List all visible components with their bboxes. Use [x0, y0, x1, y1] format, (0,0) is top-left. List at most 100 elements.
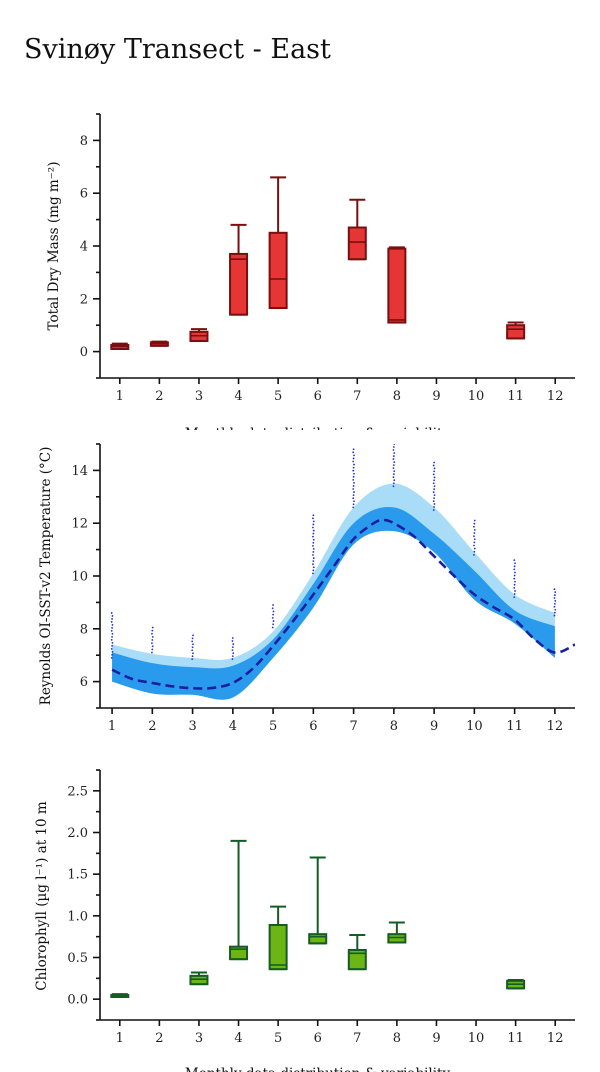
chlorophyll-chart: 1 2 3 4 5 6 7 8 9 10 11 120.00.51.01.52.02.5Chlorop…	[34, 769, 575, 1072]
observation-dot	[473, 550, 476, 553]
x-tick-label: 6	[309, 719, 317, 734]
box	[308, 933, 328, 945]
observation-dot	[353, 463, 355, 466]
observation-dot	[110, 612, 113, 614]
observation-dot	[192, 652, 194, 655]
observation-dot	[432, 491, 435, 494]
x-axis-label: Monthly data distribution & variability	[185, 1066, 451, 1072]
box-month-5	[268, 905, 288, 971]
observation-dot	[111, 653, 113, 656]
x-tick-label: 2	[148, 719, 156, 734]
observation-dot	[553, 602, 556, 605]
axes-1	[93, 443, 575, 714]
observation-dot	[231, 637, 234, 639]
x-tick-label: 12	[547, 1031, 564, 1046]
x-tick-label: 4	[229, 719, 237, 734]
axes-0	[93, 113, 575, 384]
observation-dot	[514, 562, 516, 565]
observation-dot	[433, 494, 436, 497]
observation-dot	[473, 541, 476, 544]
observation-dot	[151, 639, 154, 641]
observation-dot	[312, 538, 315, 541]
box-month-2	[149, 340, 169, 347]
observation-dot	[352, 478, 355, 481]
observation-dot	[312, 520, 315, 523]
observation-dot	[352, 485, 355, 487]
x-tick-label: 8	[390, 719, 398, 734]
x-tick-label: 11	[506, 719, 523, 734]
observation-dot	[111, 644, 113, 647]
observation-dot	[151, 651, 153, 654]
box-month-8	[387, 921, 407, 944]
box-month-4	[229, 223, 249, 316]
observation-dot	[473, 535, 475, 538]
observation-dot	[111, 650, 114, 653]
observation-dot	[110, 656, 113, 659]
observation-dot	[352, 448, 355, 451]
box-month-5	[268, 176, 288, 310]
y-tick-label: 1.5	[67, 868, 88, 883]
y-tick-label: 14	[71, 464, 88, 479]
observation-dot	[110, 638, 113, 641]
observation-dot	[513, 586, 516, 589]
observation-dot	[392, 446, 395, 448]
y-tick-label: 12	[71, 517, 88, 532]
observation-dot	[110, 630, 113, 632]
observation-dot	[312, 523, 315, 526]
observation-dot	[151, 648, 154, 651]
box-month-3	[189, 971, 209, 986]
observation-dot	[432, 464, 435, 467]
x-tick-label: 2	[155, 1031, 163, 1046]
box	[268, 924, 288, 971]
observation-dot	[433, 470, 436, 473]
observation-dot	[312, 557, 315, 559]
observation-dot	[513, 577, 516, 580]
observation-dot	[554, 608, 557, 611]
observation-dot	[513, 593, 516, 595]
observation-dot	[312, 535, 314, 538]
x-tick-label: 2	[155, 389, 163, 404]
observation-dot	[433, 488, 436, 491]
x-tick-label: 10	[466, 719, 483, 734]
x-tick-label: 5	[274, 1031, 282, 1046]
outer-variability-band	[112, 483, 555, 700]
axes-2	[93, 769, 575, 1026]
observation-dot	[151, 629, 154, 632]
y-axis-label: Reynolds OI-SST-v2 Temperature (°C)	[38, 447, 54, 706]
observation-dot	[432, 473, 435, 476]
observation-dot	[393, 444, 396, 445]
x-tick-label: 4	[234, 389, 242, 404]
x-tick-label: 12	[547, 719, 564, 734]
observation-dot	[433, 503, 436, 505]
observation-dot	[352, 506, 355, 509]
observation-dot	[473, 525, 475, 528]
y-tick-label: 6	[80, 187, 88, 202]
observation-dot	[514, 580, 516, 583]
observation-dot	[513, 596, 516, 599]
box	[268, 231, 288, 310]
observation-dot	[353, 482, 355, 484]
y-tick-label: 0.0	[67, 993, 88, 1008]
observation-dot	[352, 466, 355, 469]
observation-dot	[272, 604, 274, 606]
observation-dot	[433, 476, 436, 479]
observation-dot	[473, 519, 476, 522]
observation-dot	[111, 624, 114, 626]
observation-dot	[312, 526, 314, 529]
observation-dot	[392, 458, 395, 460]
observation-dot	[110, 647, 113, 650]
observation-dot	[111, 618, 113, 620]
x-tick-label: 11	[507, 389, 524, 404]
observation-dot	[231, 640, 234, 642]
observation-dot	[232, 652, 235, 655]
observation-dot	[271, 607, 274, 610]
x-tick-label: 7	[353, 1031, 361, 1046]
observation-dot	[191, 646, 194, 649]
box-month-6	[308, 856, 328, 945]
observation-dot	[553, 614, 556, 617]
box	[347, 949, 367, 971]
observation-dot	[151, 642, 153, 645]
observation-dot	[514, 571, 516, 574]
observation-dot	[353, 454, 355, 457]
